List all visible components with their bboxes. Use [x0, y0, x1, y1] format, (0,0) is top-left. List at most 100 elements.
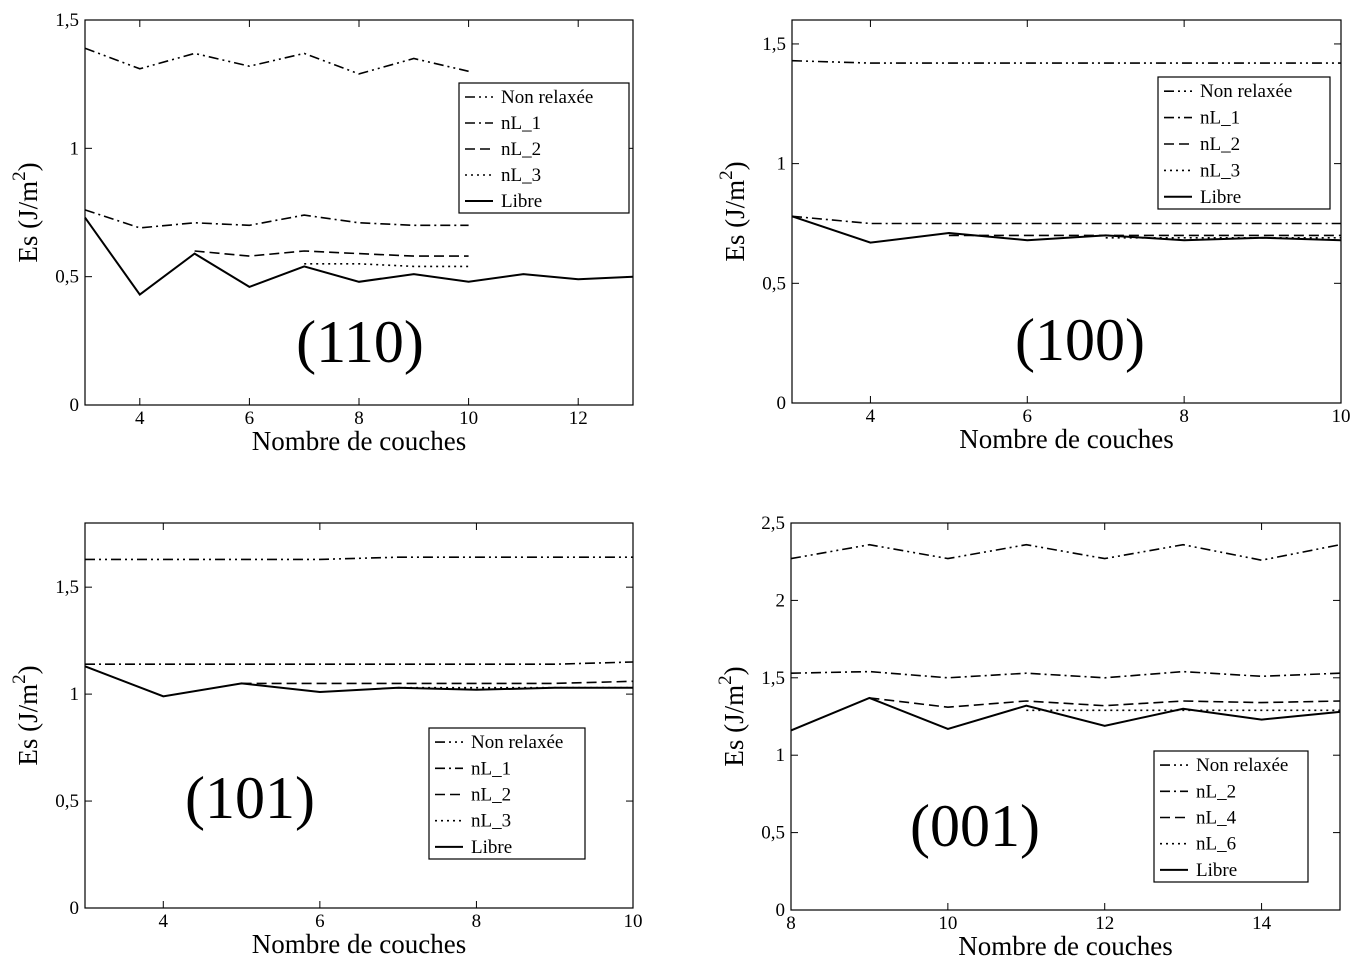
x-tick-label: 10	[938, 913, 957, 934]
series-line-nl-3	[304, 262, 469, 268]
plot-frame	[84, 522, 634, 909]
y-tick-label: 0,5	[55, 791, 79, 812]
y-tick-label: 0	[70, 395, 80, 416]
legend-entry: nL_1	[1200, 108, 1240, 129]
legend-entry: Libre	[1196, 860, 1237, 881]
y-tick-label: 2,5	[761, 513, 785, 534]
series-line-libre	[84, 665, 633, 698]
legend-entry: Non relaxée	[501, 87, 593, 108]
y-tick-label: 1	[777, 154, 787, 175]
series-line-non-relax-e	[84, 47, 469, 75]
legend-box	[1157, 76, 1331, 210]
x-tick-label: 8	[354, 408, 364, 429]
legend-entry: nL_2	[471, 785, 511, 806]
y-axis-label-text: Es (J/m	[719, 685, 749, 767]
y-axis-label-close: )	[719, 666, 749, 675]
series-line-nl-1	[791, 215, 1341, 225]
legend: Non relaxée nL_1 nL_2 nL_3 Libre	[1157, 76, 1331, 210]
x-tick-label: 6	[315, 911, 325, 932]
panel-label: (110)	[296, 309, 424, 375]
y-axis-label-superscript: 2	[715, 675, 736, 685]
y-axis-label-superscript: 2	[716, 170, 737, 180]
chart-panel-3: 4 6 8 10 0 0,5 1 1,5 Nombre de couches Es (J/m2) (…	[9, 522, 643, 959]
y-tick-label: 2	[776, 590, 786, 611]
plot-frame	[790, 522, 1341, 911]
y-tick-label: 1,5	[55, 10, 79, 31]
y-tick-label: 1	[776, 745, 786, 766]
x-tick-label: 12	[569, 408, 588, 429]
y-tick-label: 1,5	[761, 668, 785, 689]
series-line-nl-2	[194, 250, 469, 257]
x-axis-label: Nombre de couches	[252, 426, 466, 456]
plot-frame	[791, 19, 1342, 404]
series-line-nl-4	[869, 697, 1341, 709]
legend-entry: Libre	[501, 191, 542, 212]
chart-panel-4: 8 10 12 14 0 0,5 1 1,5 2 2,5 Nombre de couches Es (…	[715, 513, 1341, 961]
y-axis-label: Es (J/m2)	[715, 666, 749, 766]
x-tick-label: 10	[459, 408, 478, 429]
x-axis-label: Nombre de couches	[252, 929, 466, 959]
series-line-non-relax-e	[791, 59, 1341, 64]
y-tick-label: 0,5	[55, 267, 79, 288]
series-line-libre	[84, 217, 634, 297]
x-tick-label: 6	[245, 408, 255, 429]
x-axis-label: Nombre de couches	[958, 931, 1172, 961]
y-axis-label: Es (J/m2)	[9, 162, 43, 262]
y-tick-label: 1	[70, 684, 80, 705]
legend-entry: nL_2	[1200, 134, 1240, 155]
legend-entry: Non relaxée	[471, 732, 563, 753]
x-tick-label: 8	[786, 913, 796, 934]
y-tick-label: 0	[777, 393, 787, 414]
series-line-nl-1	[85, 661, 634, 666]
panel-label: (100)	[1015, 307, 1145, 373]
y-axis-label-close: )	[13, 162, 43, 171]
y-axis-label-superscript: 2	[9, 674, 30, 684]
y-tick-label: 0,5	[761, 823, 785, 844]
legend: Non relaxée nL_1 nL_2 nL_3 Libre	[458, 82, 630, 214]
legend-box	[458, 82, 630, 214]
y-axis-label: Es (J/m2)	[9, 665, 43, 765]
x-tick-label: 4	[159, 911, 169, 932]
legend-entry: nL_6	[1196, 834, 1236, 855]
y-axis-label: Es (J/m2)	[716, 161, 750, 261]
legend-entry: nL_4	[1196, 808, 1237, 829]
x-tick-label: 12	[1095, 913, 1114, 934]
x-tick-label: 4	[866, 406, 876, 427]
legend-entry: nL_2	[1196, 781, 1236, 802]
y-axis-label-text: Es (J/m	[13, 181, 43, 263]
legend-entry: Non relaxée	[1200, 81, 1292, 102]
y-axis-label-superscript: 2	[9, 171, 30, 181]
y-axis-label-text: Es (J/m	[13, 684, 43, 766]
x-tick-label: 4	[135, 408, 145, 429]
legend: Non relaxée nL_1 nL_2 nL_3 Libre	[428, 727, 586, 860]
legend-entry: nL_2	[501, 139, 541, 160]
y-tick-label: 0	[776, 900, 786, 921]
x-tick-label: 10	[624, 911, 643, 932]
legend: Non relaxée nL_2 nL_4 nL_6 Libre	[1153, 750, 1309, 883]
legend-box	[1153, 750, 1309, 883]
panel-label: (101)	[185, 765, 315, 831]
y-tick-label: 0,5	[762, 273, 786, 294]
x-tick-label: 10	[1332, 406, 1351, 427]
series-line-nl-2	[790, 670, 1341, 679]
legend-entry: nL_3	[501, 165, 541, 186]
legend-entry: nL_1	[471, 758, 511, 779]
y-tick-label: 0	[70, 898, 80, 919]
legend-entry: nL_3	[1200, 160, 1240, 181]
y-axis-label-close: )	[13, 665, 43, 674]
panel-label: (001)	[910, 793, 1040, 859]
y-axis-label-close: )	[720, 161, 750, 170]
series-line-non-relax-e	[790, 543, 1341, 562]
series-line-non-relax-e	[85, 556, 633, 561]
legend-entry: Non relaxée	[1196, 755, 1288, 776]
series-line-libre	[791, 215, 1342, 244]
series-line-nl-2	[241, 680, 634, 685]
series-line-libre	[790, 696, 1341, 732]
legend-entry: Libre	[471, 837, 512, 858]
y-tick-label: 1,5	[762, 34, 786, 55]
chart-panel-1: 4 6 8 10 12 0 0,5 1 1,5 Nombre de couches Es (J/m2…	[9, 10, 634, 456]
legend-entry: nL_3	[471, 811, 511, 832]
x-tick-label: 8	[472, 911, 482, 932]
series-line-nl-1	[84, 209, 469, 229]
